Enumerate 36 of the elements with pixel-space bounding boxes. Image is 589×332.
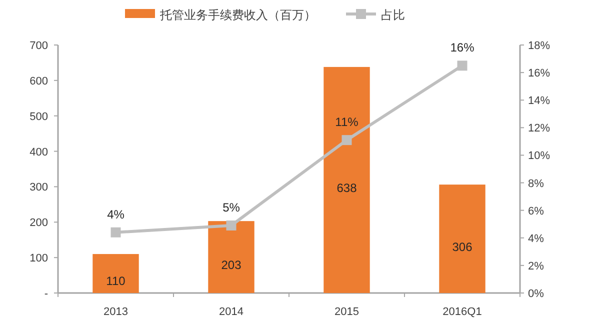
y2-tick-label: 2%: [528, 260, 544, 272]
data-label: 638: [336, 180, 358, 195]
y-tick-label: 600: [30, 75, 48, 88]
x-tick-label: 2013: [104, 306, 128, 318]
data-label: 203: [221, 258, 242, 272]
y2-tick-label: 6%: [528, 205, 544, 218]
y-tick-label: 400: [30, 146, 48, 158]
y-tick-label: 500: [30, 110, 48, 123]
y-tick-label: 300: [30, 182, 48, 194]
y-tick-label: 200: [30, 217, 48, 230]
y-tick-label: 100: [30, 252, 48, 265]
point: [342, 135, 352, 146]
x-tick-label: 2014: [219, 306, 244, 318]
data-label: 110: [106, 274, 126, 288]
y2-tick-label: 4%: [528, 232, 544, 245]
data-label: 4%: [107, 207, 125, 222]
y2-tick-label: 12%: [528, 122, 550, 135]
y2-tick-label: 16%: [528, 68, 550, 80]
legend-label: 托管业务手续费收入（百万）: [159, 8, 316, 22]
point: [110, 227, 121, 238]
y2-tick-label: 0%: [528, 288, 544, 300]
data-label: 16%: [450, 40, 475, 55]
x-tick-label: 2015: [334, 306, 359, 318]
y2-tick-label: 14%: [528, 95, 550, 108]
x-tick-label: 2016Q1: [442, 306, 482, 318]
y-tick-label: -: [44, 288, 48, 300]
y-tick-label: 700: [30, 40, 48, 52]
legend-label: 占比: [381, 8, 405, 22]
point: [226, 220, 236, 230]
data-label: 11%: [335, 115, 359, 130]
y2-tick-label: 18%: [528, 40, 550, 52]
data-label: 306: [452, 240, 473, 254]
y2-tick-label: 10%: [528, 150, 550, 162]
point: [457, 60, 468, 71]
data-label: 5%: [222, 200, 240, 214]
y2-tick-label: 8%: [528, 178, 544, 190]
